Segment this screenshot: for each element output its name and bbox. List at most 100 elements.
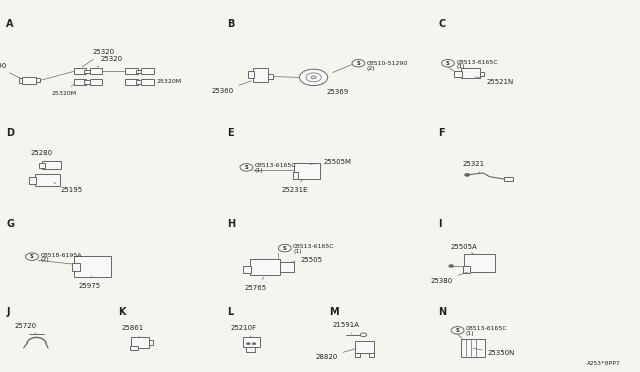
Circle shape	[352, 60, 365, 67]
Text: I: I	[438, 219, 442, 230]
Text: (1): (1)	[456, 64, 465, 70]
Bar	[464, 254, 495, 272]
Bar	[36, 78, 40, 82]
Text: N: N	[438, 307, 447, 317]
Text: 08513-6165C: 08513-6165C	[293, 244, 335, 249]
Bar	[253, 68, 268, 82]
Text: D: D	[6, 128, 15, 138]
Text: L: L	[227, 307, 234, 317]
Bar	[141, 79, 154, 85]
Bar	[243, 337, 260, 347]
Circle shape	[451, 327, 464, 334]
Bar	[461, 68, 480, 78]
Text: (2): (2)	[41, 257, 50, 262]
Text: C: C	[438, 19, 445, 29]
Text: 08510-51290: 08510-51290	[367, 61, 408, 66]
Bar	[136, 70, 141, 73]
Bar	[136, 80, 141, 84]
Bar	[355, 341, 374, 353]
Text: 25320: 25320	[83, 49, 115, 67]
Text: (1): (1)	[255, 168, 263, 173]
Text: 25320: 25320	[97, 56, 123, 67]
Text: S: S	[446, 61, 450, 66]
Bar	[74, 79, 86, 85]
Text: 08513-6165C: 08513-6165C	[456, 60, 498, 65]
Text: (1): (1)	[465, 331, 474, 336]
Circle shape	[252, 343, 256, 345]
Text: M: M	[330, 307, 339, 317]
Bar	[42, 161, 61, 169]
Text: 25350N: 25350N	[473, 348, 515, 356]
Circle shape	[360, 333, 367, 337]
Bar	[84, 80, 90, 84]
Bar	[243, 266, 251, 273]
Bar	[19, 78, 22, 83]
Text: 25369: 25369	[323, 84, 349, 94]
Text: 25380: 25380	[430, 272, 468, 284]
Text: 25321: 25321	[463, 161, 484, 173]
Bar	[294, 163, 320, 179]
Text: 25320M: 25320M	[148, 79, 182, 84]
Text: J: J	[6, 307, 10, 317]
Text: 25195: 25195	[54, 183, 83, 193]
Text: E: E	[227, 128, 234, 138]
Text: 25505M: 25505M	[310, 159, 351, 165]
Circle shape	[311, 76, 316, 79]
Text: 08513-6165C: 08513-6165C	[255, 163, 296, 169]
Text: 25320M: 25320M	[51, 84, 76, 96]
Text: G: G	[6, 219, 15, 230]
Bar	[74, 68, 86, 74]
Bar	[90, 68, 102, 74]
Text: F: F	[438, 128, 445, 138]
Text: (2): (2)	[367, 66, 376, 71]
Bar	[125, 68, 138, 74]
Text: 08513-6165C: 08513-6165C	[465, 326, 507, 331]
Text: 25505: 25505	[292, 257, 323, 263]
Circle shape	[449, 264, 454, 267]
Bar	[461, 339, 485, 357]
Bar	[355, 353, 360, 357]
Text: S: S	[244, 165, 248, 170]
Text: S: S	[456, 328, 460, 333]
Bar	[149, 340, 153, 345]
Bar	[22, 77, 36, 84]
Text: 28820: 28820	[316, 349, 356, 360]
Text: (1): (1)	[293, 249, 301, 254]
Bar	[369, 353, 374, 357]
Text: 25505A: 25505A	[451, 244, 477, 254]
Bar	[463, 266, 470, 273]
Bar	[248, 71, 254, 78]
Text: 21591A: 21591A	[332, 322, 359, 334]
Text: 25280: 25280	[31, 150, 52, 162]
Text: 25210F: 25210F	[230, 325, 256, 337]
Text: K: K	[118, 307, 126, 317]
Bar	[131, 337, 149, 348]
Text: 08518-6195A: 08518-6195A	[41, 253, 83, 258]
Text: B: B	[227, 19, 235, 29]
Wedge shape	[300, 69, 328, 86]
Circle shape	[240, 164, 253, 171]
Circle shape	[246, 343, 250, 345]
Text: A: A	[6, 19, 14, 29]
Circle shape	[442, 60, 454, 67]
Bar	[268, 74, 273, 79]
Bar	[84, 70, 90, 73]
Bar	[141, 68, 154, 74]
Text: 25720: 25720	[15, 323, 36, 334]
Bar	[74, 256, 111, 277]
Bar	[35, 174, 60, 186]
Text: 25231E: 25231E	[281, 180, 308, 193]
Circle shape	[465, 173, 470, 176]
Text: 25975: 25975	[79, 276, 100, 289]
Bar	[504, 177, 513, 181]
Bar	[293, 172, 298, 179]
Circle shape	[26, 253, 38, 260]
Bar	[39, 163, 45, 168]
Bar	[29, 177, 36, 184]
Bar	[280, 262, 294, 272]
Text: 25861: 25861	[122, 326, 144, 337]
Text: S: S	[30, 254, 34, 259]
Bar	[90, 79, 102, 85]
Bar	[130, 346, 138, 350]
Bar	[125, 79, 138, 85]
